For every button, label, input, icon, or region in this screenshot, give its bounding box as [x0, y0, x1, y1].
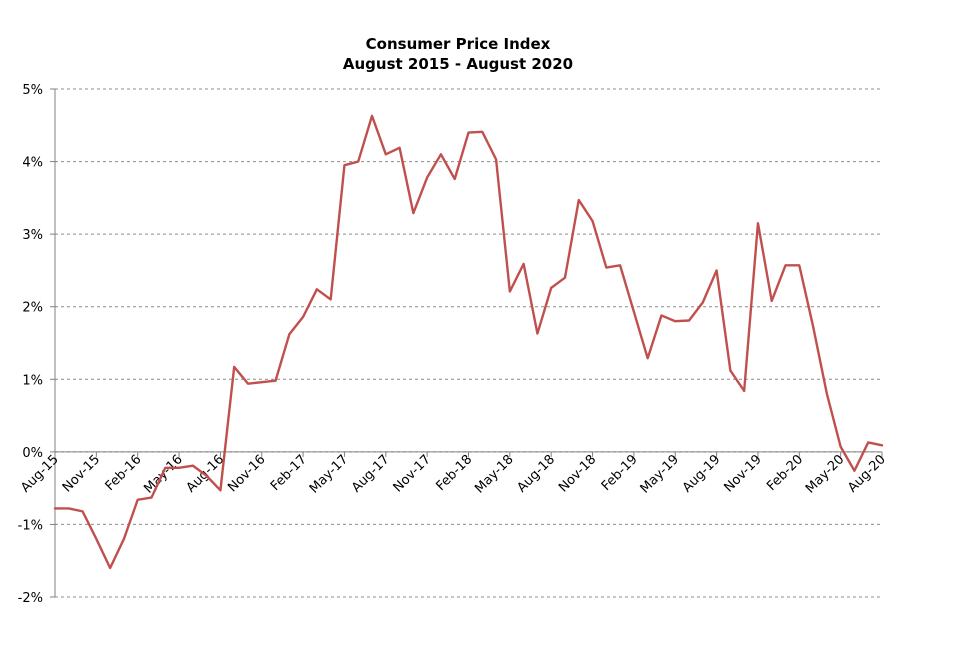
- x-tick-label: Aug-20: [845, 452, 889, 496]
- x-tick-label: Aug-18: [514, 452, 558, 496]
- x-tick-label: Feb-18: [433, 452, 475, 494]
- x-tick-label: Aug-19: [680, 452, 724, 496]
- x-tick-label: Feb-16: [103, 452, 145, 494]
- x-tick-label: Feb-20: [764, 452, 806, 494]
- x-tick-label: Nov-18: [556, 452, 599, 495]
- x-tick-label: Aug-17: [349, 452, 393, 496]
- x-tick-label: Nov-15: [60, 452, 103, 495]
- title-line-1: Consumer Price Index: [365, 35, 551, 53]
- x-tick-label: May-19: [638, 452, 682, 496]
- y-tick-label: 3%: [22, 228, 43, 243]
- x-tick-label: May-18: [472, 452, 516, 496]
- x-tick-label: Nov-19: [721, 452, 764, 495]
- y-tick-label: 4%: [22, 156, 43, 171]
- x-tick-label: Nov-17: [391, 452, 434, 495]
- y-tick-label: 1%: [22, 373, 43, 388]
- x-tick-label: May-16: [141, 452, 185, 496]
- y-tick-label: -1%: [18, 518, 43, 533]
- y-tick-label: 2%: [22, 301, 43, 316]
- x-tick-label: Feb-19: [599, 452, 641, 494]
- y-tick-label: 0%: [22, 446, 43, 461]
- chart-title: Consumer Price Index August 2015 - Augus…: [0, 34, 916, 74]
- y-tick-label: -2%: [18, 591, 43, 606]
- x-tick-label: May-17: [307, 452, 351, 496]
- x-tick-label: May-20: [803, 452, 847, 496]
- y-tick-label: 5%: [22, 83, 43, 98]
- cpi-series-line: [53, 114, 884, 570]
- x-tick-label: Nov-16: [225, 452, 268, 495]
- x-tick-label: Feb-17: [268, 452, 310, 494]
- title-line-2: August 2015 - August 2020: [342, 55, 574, 73]
